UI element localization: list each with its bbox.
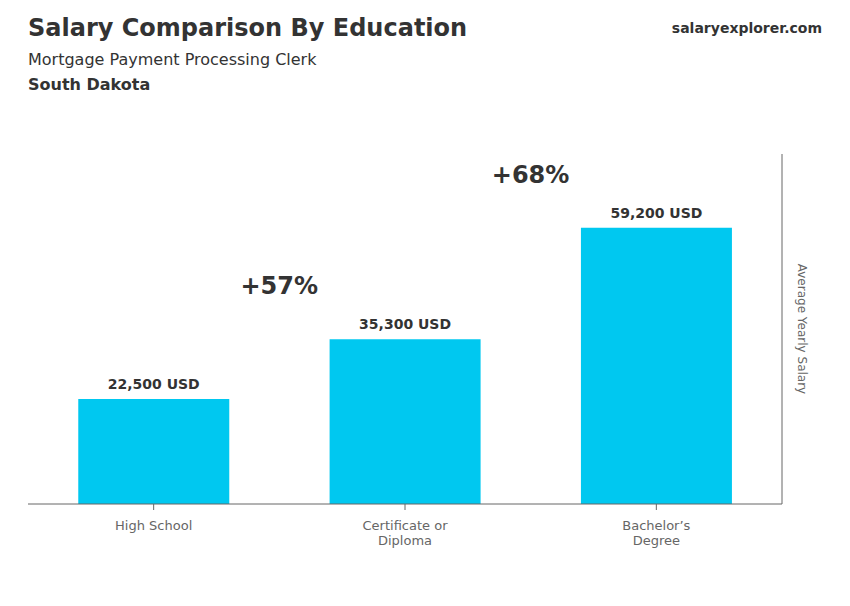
- svg-text:59,200 USD: 59,200 USD: [610, 205, 702, 221]
- svg-text:Average Yearly Salary: Average Yearly Salary: [795, 264, 809, 394]
- svg-text:22,500 USD: 22,500 USD: [108, 376, 200, 392]
- html-text:Salary Comparison By Education: Salary Comparison By Education: [28, 14, 468, 42]
- html-text:Mortgage Payment Processing Cl: Mortgage Payment Processing Clerk: [28, 50, 317, 69]
- svg-text:+57%: +57%: [240, 272, 318, 300]
- svg-text:35,300 USD: 35,300 USD: [359, 316, 451, 332]
- html-text:salary explorer.com: salary explorer.com: [671, 20, 822, 36]
- svg-text:Bachelor’sDegree: Bachelor’sDegree: [622, 518, 690, 549]
- svg-text:High School: High School: [115, 518, 192, 533]
- html-text:South Dakota: South Dakota: [28, 75, 151, 94]
- svg-text:+68%: +68%: [492, 161, 570, 189]
- svg-text:Certificate orDiploma: Certificate orDiploma: [363, 518, 449, 549]
